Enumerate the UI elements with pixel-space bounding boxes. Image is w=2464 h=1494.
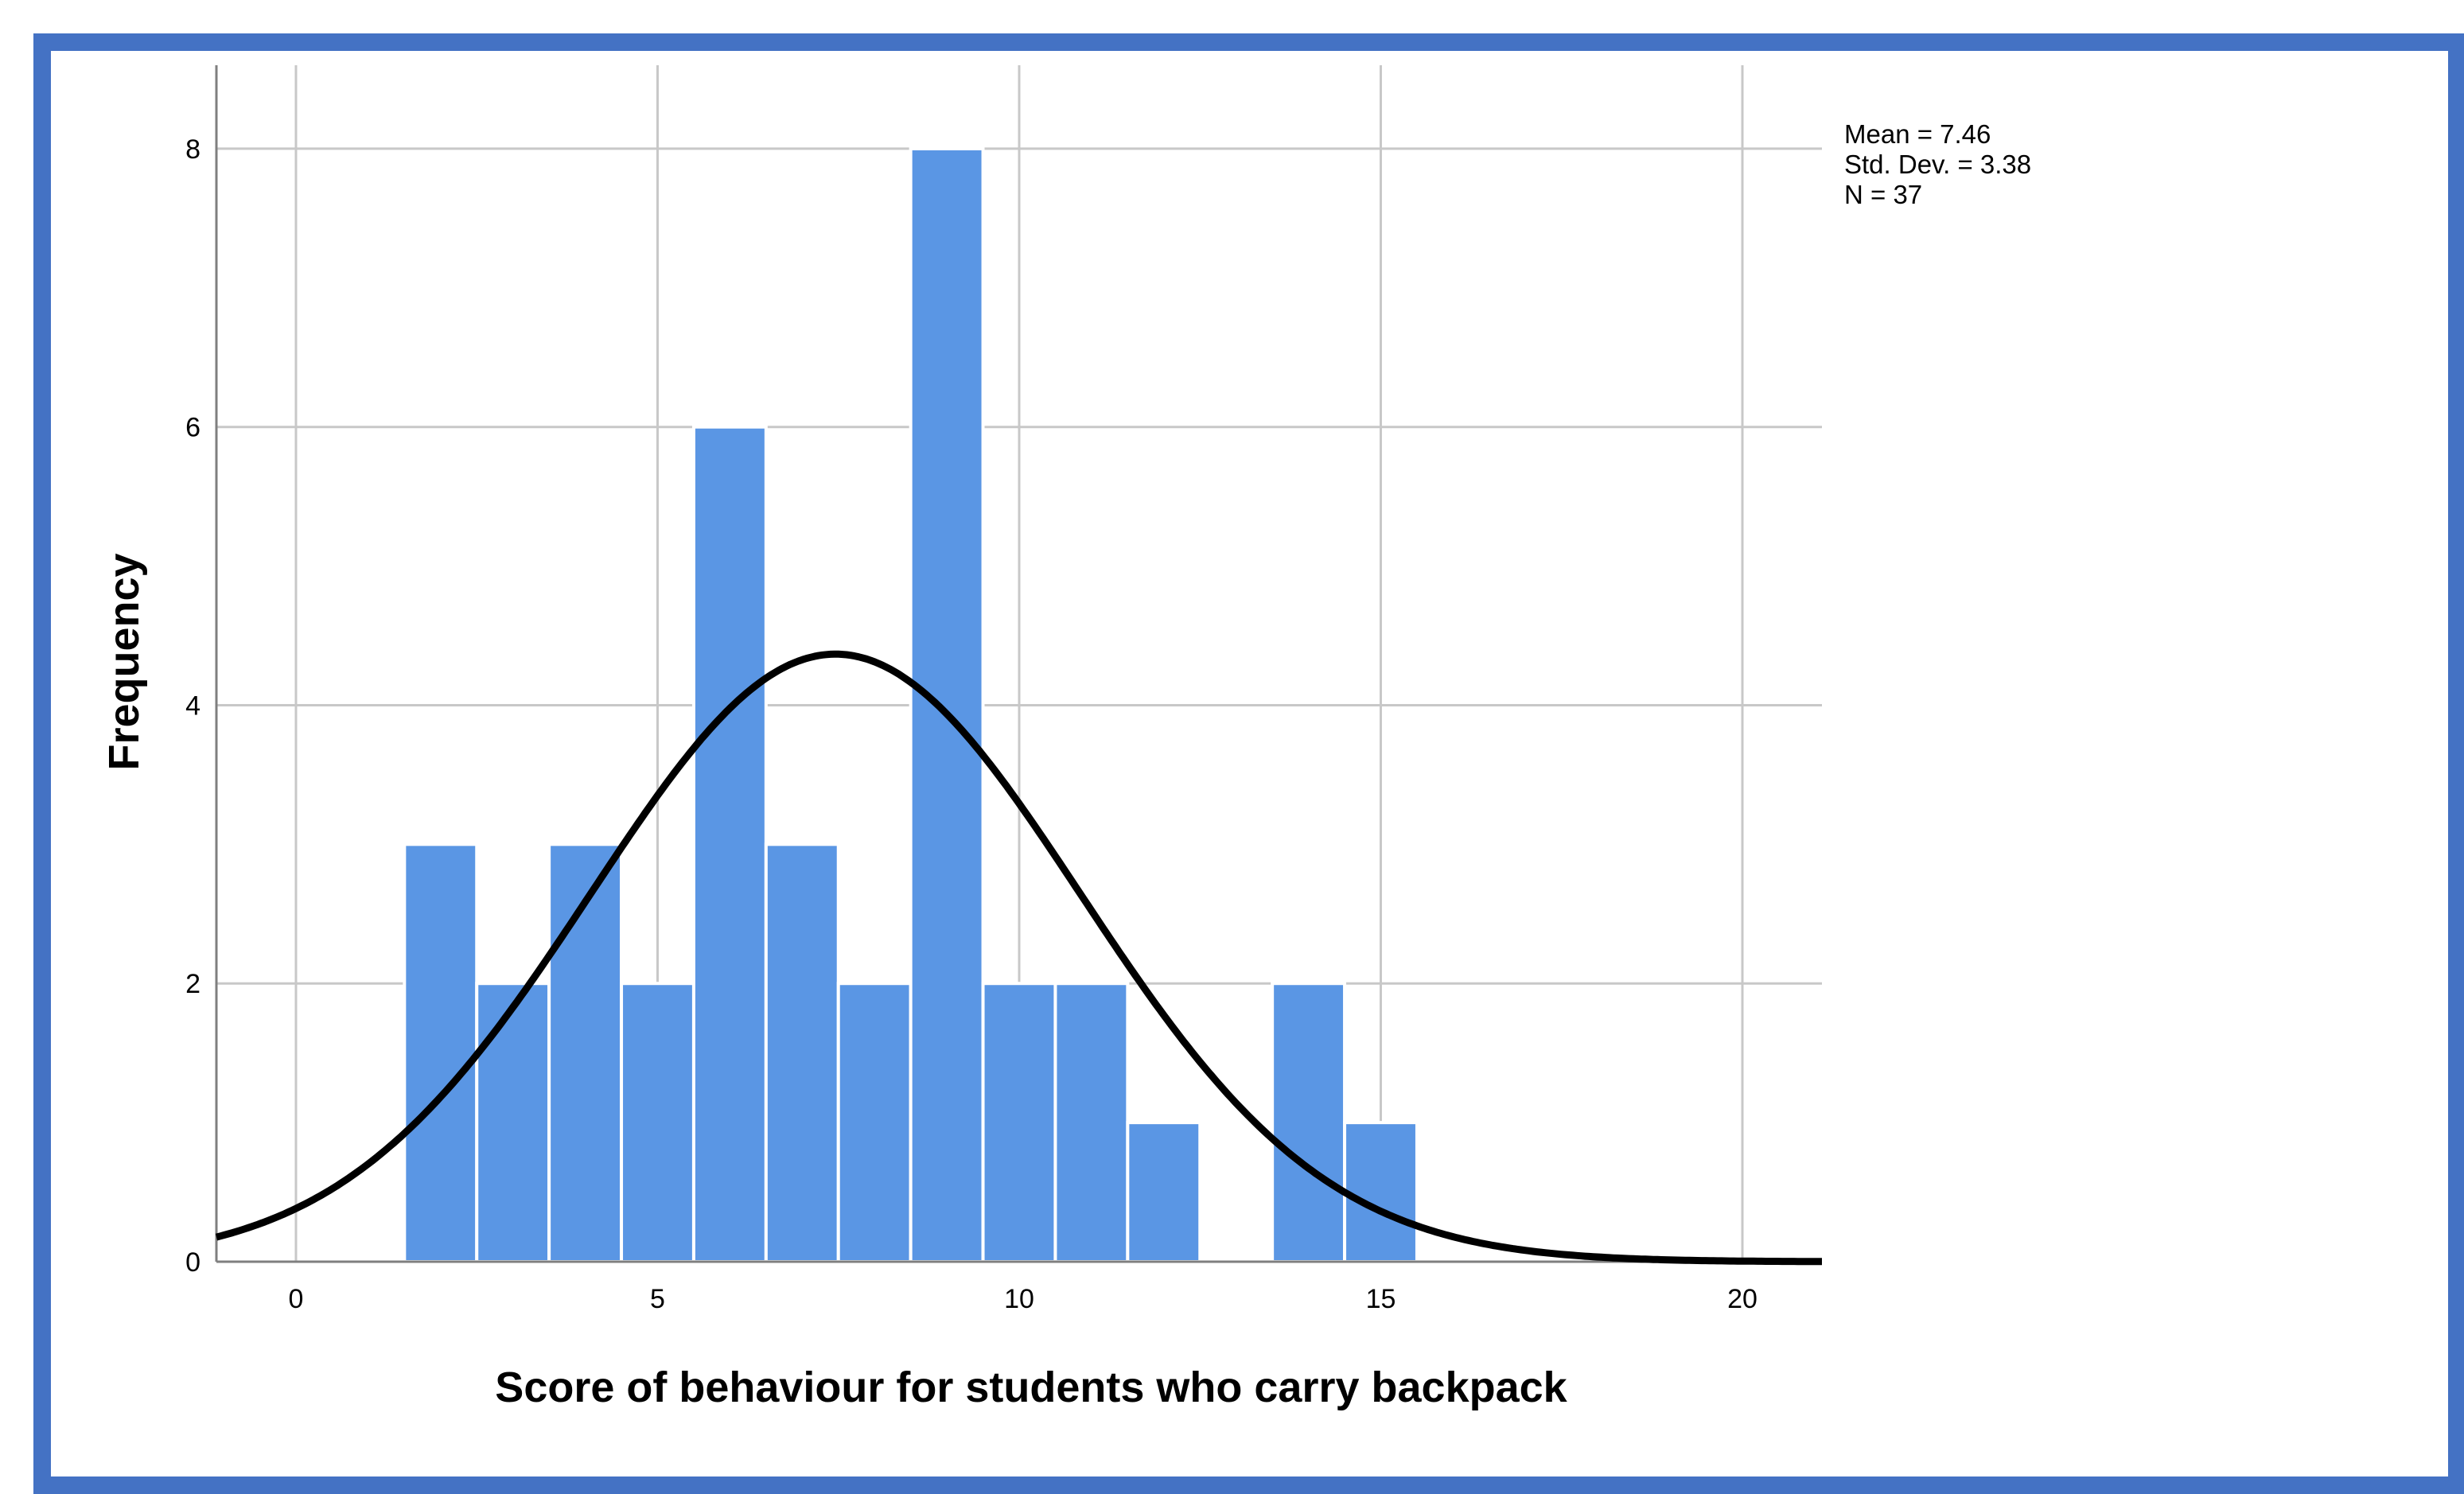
histogram-bar-5	[764, 842, 840, 1264]
x-tick-label-20: 20	[1727, 1284, 1757, 1314]
y-tick-label-4: 4	[185, 691, 200, 721]
histogram-bar-13	[1343, 1121, 1419, 1264]
x-tick-label-10: 10	[1004, 1284, 1034, 1314]
histogram-bar-10	[1126, 1121, 1202, 1264]
y-tick-labels: 0 2 4 6 8	[185, 134, 200, 1278]
histogram-bar-1	[475, 982, 551, 1263]
histogram-bar-6	[836, 982, 913, 1263]
histogram-bar-0	[403, 842, 479, 1264]
y-tick-label-0: 0	[185, 1247, 200, 1278]
histogram-bar-4	[691, 425, 768, 1264]
histogram-bar-12	[1271, 982, 1347, 1263]
x-tick-labels: 0 5 10 15 20	[289, 1284, 1757, 1314]
std-dev-stat: Std. Dev. = 3.38	[1844, 150, 2032, 179]
histogram-bar-2	[547, 842, 624, 1264]
n-stat: N = 37	[1844, 180, 1923, 209]
y-axis-label: Frequency	[100, 553, 148, 770]
axes	[215, 65, 1822, 1263]
x-tick-label-15: 15	[1366, 1284, 1396, 1314]
y-tick-label-2: 2	[185, 969, 200, 999]
x-axis-label: Score of behaviour for students who carr…	[495, 1364, 1567, 1411]
normal-curve	[215, 650, 1822, 1266]
histogram-bar-8	[981, 982, 1057, 1263]
mean-stat: Mean = 7.46	[1844, 119, 1991, 149]
x-tick-label-0: 0	[289, 1284, 304, 1314]
normal-curve-group	[215, 650, 1822, 1266]
histogram-bar-7	[909, 146, 985, 1264]
histogram-bar-3	[620, 982, 695, 1263]
y-tick-label-6: 6	[185, 413, 200, 443]
y-tick-label-8: 8	[185, 134, 200, 165]
histogram-bar-9	[1053, 982, 1130, 1263]
x-tick-label-5: 5	[650, 1284, 665, 1314]
statistics-legend: Mean = 7.46 Std. Dev. = 3.38 N = 37	[1844, 119, 2031, 210]
